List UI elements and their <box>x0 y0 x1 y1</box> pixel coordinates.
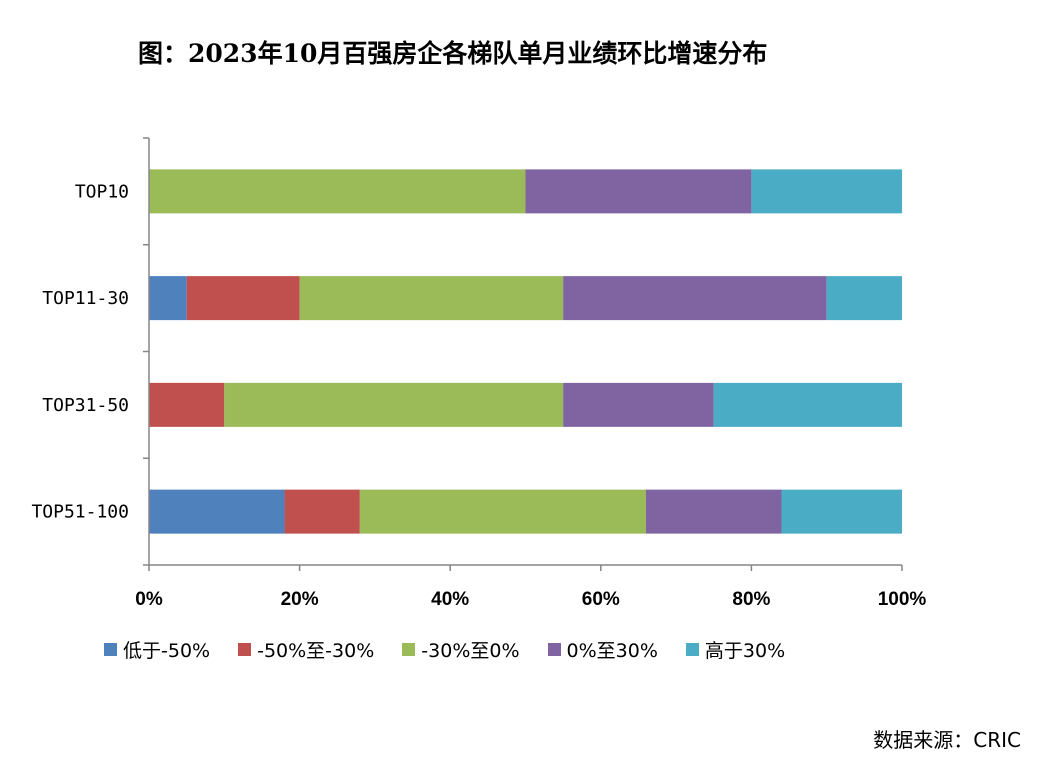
category-label: TOP51-100 <box>31 502 129 523</box>
axes <box>143 137 903 571</box>
category-label: TOP11-30 <box>42 288 129 309</box>
bar-segment-top10-series-3 <box>149 169 526 214</box>
legend-label: -30%至0% <box>421 640 520 662</box>
category-label: TOP31-50 <box>42 395 129 416</box>
x-tick-label: 60% <box>582 589 620 610</box>
bar-segment-top10-series-4 <box>525 169 752 214</box>
bar-segment-top10-series-5 <box>751 169 902 214</box>
legend-label: 0%至30% <box>566 640 658 662</box>
bar-segment-top11-30-series-3 <box>299 276 564 321</box>
legend-item: -50%至-30% <box>238 636 374 663</box>
bar-segment-top51-100-series-4 <box>645 489 782 534</box>
legend-swatch <box>238 643 252 656</box>
category-label: TOP10 <box>75 181 129 202</box>
bar-segment-top51-100-series-5 <box>781 489 902 534</box>
bar-segment-top31-50-series-3 <box>224 382 564 427</box>
legend-swatch <box>104 643 117 656</box>
bar-segment-top31-50-series-5 <box>713 382 902 427</box>
bar-segment-top11-30-series-5 <box>826 276 902 321</box>
bar-segment-top31-50-series-4 <box>563 382 714 427</box>
bar-segment-top51-100-series-3 <box>359 489 646 534</box>
bar-segment-top51-100-series-2 <box>284 489 360 534</box>
x-tick-label: 100% <box>878 589 927 610</box>
legend-label: 高于30% <box>704 640 786 662</box>
legend-label: 低于-50% <box>123 640 211 662</box>
chart-title: 图：2023年10月百强房企各梯队单月业绩环比增速分布 <box>138 39 768 68</box>
legend: 低于-50% -50%至-30% -30%至0% 0%至30% 高于30% <box>104 636 813 663</box>
x-tick-label: 80% <box>732 589 770 610</box>
legend-item: -30%至0% <box>402 636 520 663</box>
legend-label: -50%至-30% <box>257 640 375 662</box>
x-tick-label: 20% <box>281 589 319 610</box>
legend-swatch <box>685 643 699 656</box>
bar-segment-top51-100-series-1 <box>149 489 285 534</box>
x-tick-label: 40% <box>431 589 469 610</box>
bar-segment-top11-30-series-1 <box>149 276 187 321</box>
bar-group <box>149 169 902 534</box>
labels: TOP10 TOP11-30 TOP31-50 TOP51-100 0% 20% 40% 60… <box>31 181 926 610</box>
legend-item: 0%至30% <box>547 636 658 663</box>
bar-segment-top11-30-series-2 <box>186 276 300 321</box>
bar-segment-top31-50-series-2 <box>149 382 225 427</box>
source-note: 数据来源：CRIC <box>873 728 1021 752</box>
legend-item: 低于-50% <box>104 636 210 663</box>
x-tick-label: 0% <box>135 589 163 610</box>
legend-swatch <box>402 643 416 656</box>
bar-segment-top11-30-series-4 <box>563 276 827 321</box>
legend-item: 高于30% <box>685 636 786 663</box>
legend-swatch <box>547 643 561 656</box>
